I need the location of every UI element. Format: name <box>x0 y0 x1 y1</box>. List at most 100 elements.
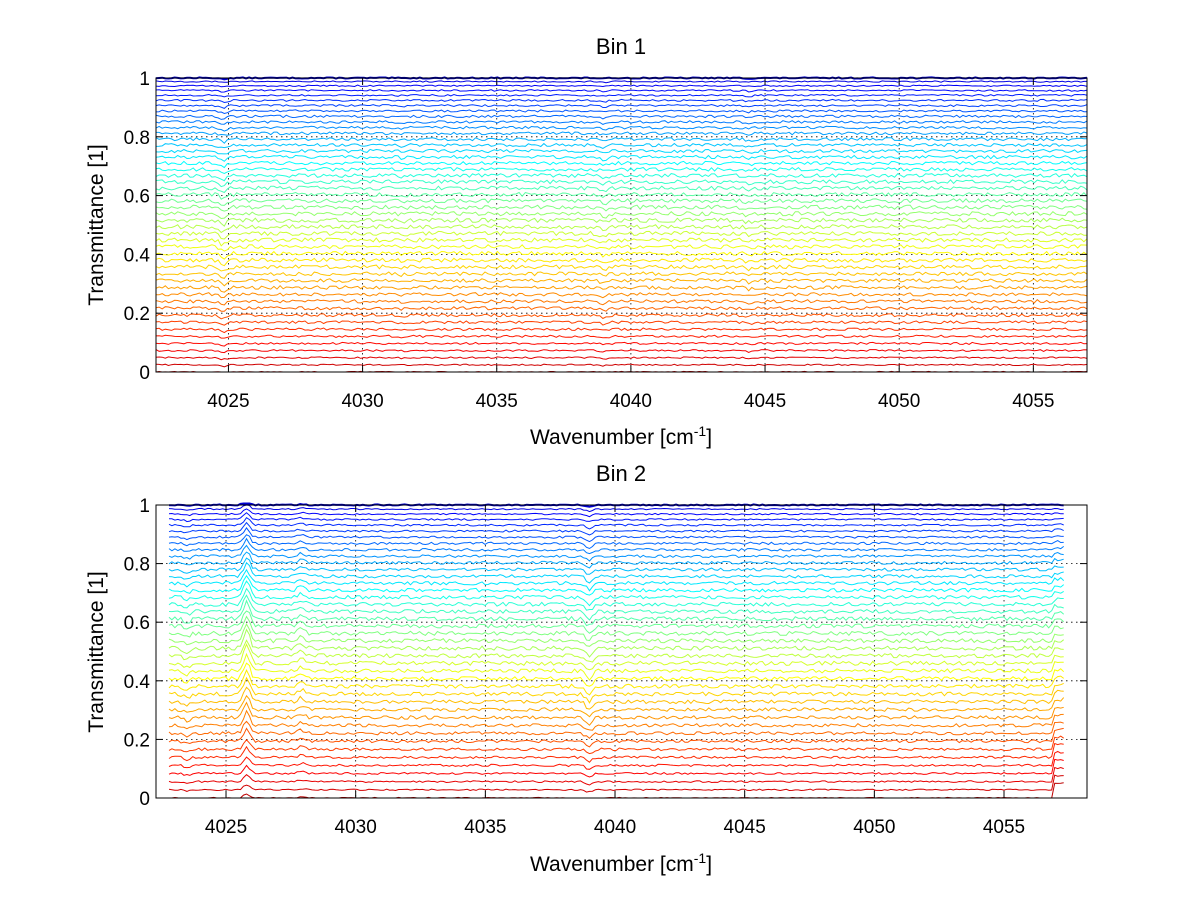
panel-bin2: 4025 4030 4035 4040 4045 4050 4055 0 0.2 0.4 0.6 0.… <box>85 461 1088 876</box>
series-line-bin2-33 <box>168 709 1064 731</box>
series-line-bin2-27 <box>168 662 1065 687</box>
y-tick-label-bin2-3: 0.6 <box>124 613 150 634</box>
x-tick-label-bin2-4040: 4040 <box>594 817 636 838</box>
x-tick-label-bin2-4035: 4035 <box>464 817 506 838</box>
series-line-bin1-11 <box>155 125 1088 132</box>
series-line-bin1-17 <box>155 160 1088 169</box>
y-tick-label-bin1-5: 1 <box>139 69 150 90</box>
series-line-bin2-25 <box>168 643 1064 671</box>
series-line-bin1-30 <box>155 244 1088 252</box>
series-line-bin2-34 <box>168 720 1064 739</box>
series-line-bin2-10 <box>168 544 1064 562</box>
series-line-bin1-16 <box>155 154 1088 162</box>
series-line-bin1-8 <box>155 109 1088 115</box>
y-tick-label-bin1-1: 0.2 <box>124 304 150 325</box>
series-line-bin2-4 <box>169 512 1064 523</box>
series-line-bin1-22 <box>155 191 1088 200</box>
series-line-bin1-42 <box>155 327 1088 334</box>
series-line-bin2-2 <box>168 504 1064 513</box>
series-group-bin1 <box>155 76 1088 373</box>
series-group-bin2 <box>168 502 1065 799</box>
x-tick-label-bin1-4035: 4035 <box>476 391 518 412</box>
x-tick-label-bin1-4055: 4055 <box>1012 391 1054 412</box>
series-line-bin1-39 <box>155 306 1088 312</box>
series-line-bin2-11 <box>168 551 1064 569</box>
y-tick-label-bin1-2: 0.4 <box>124 245 151 266</box>
axes-box-bin2 <box>155 504 1088 799</box>
chart-title-bin1: Bin 1 <box>596 34 646 59</box>
series-line-bin1-27 <box>155 224 1088 234</box>
series-line-bin1-29 <box>155 237 1088 247</box>
series-line-bin2-17 <box>168 587 1064 611</box>
series-line-bin1-19 <box>155 172 1088 182</box>
series-line-bin2-37 <box>168 742 1064 763</box>
series-line-bin1-33 <box>155 264 1088 272</box>
series-line-bin1-9 <box>155 114 1088 120</box>
series-line-bin1-3 <box>155 84 1088 88</box>
x-axis-label-bin1: Wavenumber [cm-1] <box>530 423 712 449</box>
series-line-bin2-26 <box>168 652 1064 681</box>
series-line-bin1-40 <box>155 313 1088 320</box>
series-line-bin1-41 <box>155 320 1088 326</box>
series-line-bin2-36 <box>168 735 1064 755</box>
series-line-bin1-34 <box>155 271 1088 279</box>
series-line-bin1-43 <box>155 334 1088 339</box>
series-line-bin2-13 <box>168 561 1064 584</box>
series-line-bin2-30 <box>168 686 1064 710</box>
series-line-bin1-46 <box>155 356 1088 361</box>
x-axis-label-bin2: Wavenumber [cm-1] <box>530 850 712 876</box>
x-tick-label-bin1-4025: 4025 <box>207 391 249 412</box>
series-line-bin1-5 <box>155 93 1088 98</box>
series-line-bin2-3 <box>168 508 1064 518</box>
y-tick-label-bin2-0: 0 <box>139 789 150 810</box>
x-tick-label-bin2-4025: 4025 <box>205 817 247 838</box>
series-line-bin1-4 <box>155 89 1088 93</box>
series-line-bin2-9 <box>168 537 1065 555</box>
y-axis-label-bin2: Transmittance [1] <box>85 571 108 732</box>
series-line-bin1-26 <box>155 217 1088 227</box>
series-line-bin1-10 <box>155 120 1088 125</box>
y-axis-label-bin1: Transmittance [1] <box>85 144 108 305</box>
series-line-bin2-23 <box>168 628 1065 658</box>
y-tick-label-bin1-3: 0.6 <box>124 187 150 208</box>
series-line-bin2-31 <box>168 694 1065 718</box>
series-line-bin2-8 <box>168 534 1064 550</box>
series-line-bin1-35 <box>155 278 1088 287</box>
series-line-bin2-19 <box>168 599 1065 627</box>
x-tick-label-bin1-4045: 4045 <box>744 391 786 412</box>
series-line-bin2-15 <box>168 574 1065 596</box>
series-line-bin2-18 <box>168 594 1064 621</box>
series-line-bin1-28 <box>155 230 1087 240</box>
x-tick-label-bin1-4040: 4040 <box>610 391 652 412</box>
series-line-bin1-12 <box>156 131 1088 136</box>
series-line-bin2-39 <box>168 758 1064 778</box>
series-line-bin1-2 <box>155 80 1087 84</box>
series-line-bin2-29 <box>168 676 1064 704</box>
y-tick-label-bin1-0: 0 <box>139 363 150 384</box>
series-line-bin2-41 <box>168 774 1064 793</box>
series-line-bin2-35 <box>168 727 1064 748</box>
series-line-bin2-5 <box>168 517 1064 530</box>
x-tick-label-bin2-4050: 4050 <box>853 817 895 838</box>
x-tick-label-bin1-4030: 4030 <box>341 391 383 412</box>
ticks-bin1: 4025 4030 4035 4040 4045 4050 4055 0 0.2 0.4 0.6 0.… <box>124 69 1087 412</box>
series-line-bin1-20 <box>155 179 1088 188</box>
x-tick-label-bin2-4030: 4030 <box>335 817 377 838</box>
series-line-bin2-14 <box>168 568 1065 592</box>
series-line-bin1-6 <box>155 98 1088 104</box>
series-line-bin1-13 <box>155 137 1087 144</box>
series-line-bin2-32 <box>168 701 1064 726</box>
series-line-bin1-31 <box>155 250 1088 260</box>
x-tick-label-bin2-4055: 4055 <box>983 817 1025 838</box>
ticks-bin2: 4025 4030 4035 4040 4045 4050 4055 0 0.2 0.4 0.6 0.… <box>124 496 1087 838</box>
series-line-bin2-40 <box>168 766 1064 786</box>
series-line-bin2-16 <box>168 580 1064 607</box>
series-line-bin1-37 <box>155 292 1088 299</box>
series-line-bin2-38 <box>168 750 1064 770</box>
chart-title-bin2: Bin 2 <box>596 461 646 486</box>
series-line-bin2-12 <box>168 557 1064 575</box>
series-line-bin1-18 <box>155 166 1088 175</box>
y-tick-label-bin2-1: 0.2 <box>124 730 150 751</box>
